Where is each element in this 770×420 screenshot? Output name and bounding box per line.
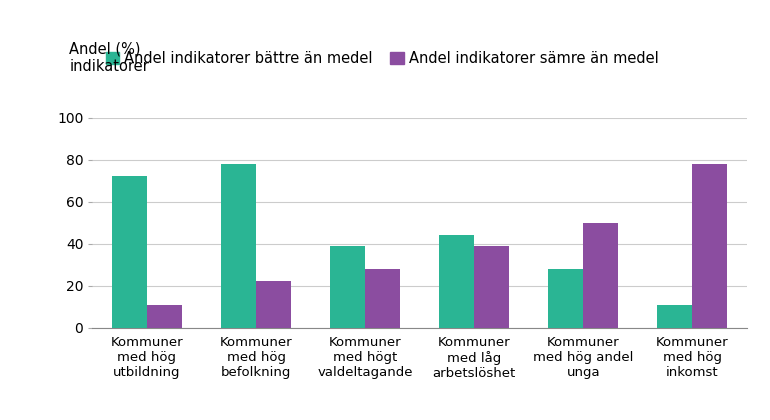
Legend: Andel indikatorer bättre än medel, Andel indikatorer sämre än medel: Andel indikatorer bättre än medel, Andel… bbox=[99, 45, 665, 72]
Bar bbox=[658, 304, 692, 328]
Bar bbox=[548, 269, 584, 328]
Bar bbox=[221, 164, 256, 328]
Bar bbox=[256, 281, 291, 328]
Bar bbox=[330, 246, 365, 328]
Bar bbox=[365, 269, 400, 328]
Bar bbox=[147, 304, 182, 328]
Bar bbox=[584, 223, 618, 328]
Bar bbox=[112, 176, 147, 328]
Bar bbox=[692, 164, 728, 328]
Bar bbox=[439, 235, 474, 328]
Bar bbox=[474, 246, 509, 328]
Text: Andel (%)
indikatorer: Andel (%) indikatorer bbox=[69, 42, 149, 74]
